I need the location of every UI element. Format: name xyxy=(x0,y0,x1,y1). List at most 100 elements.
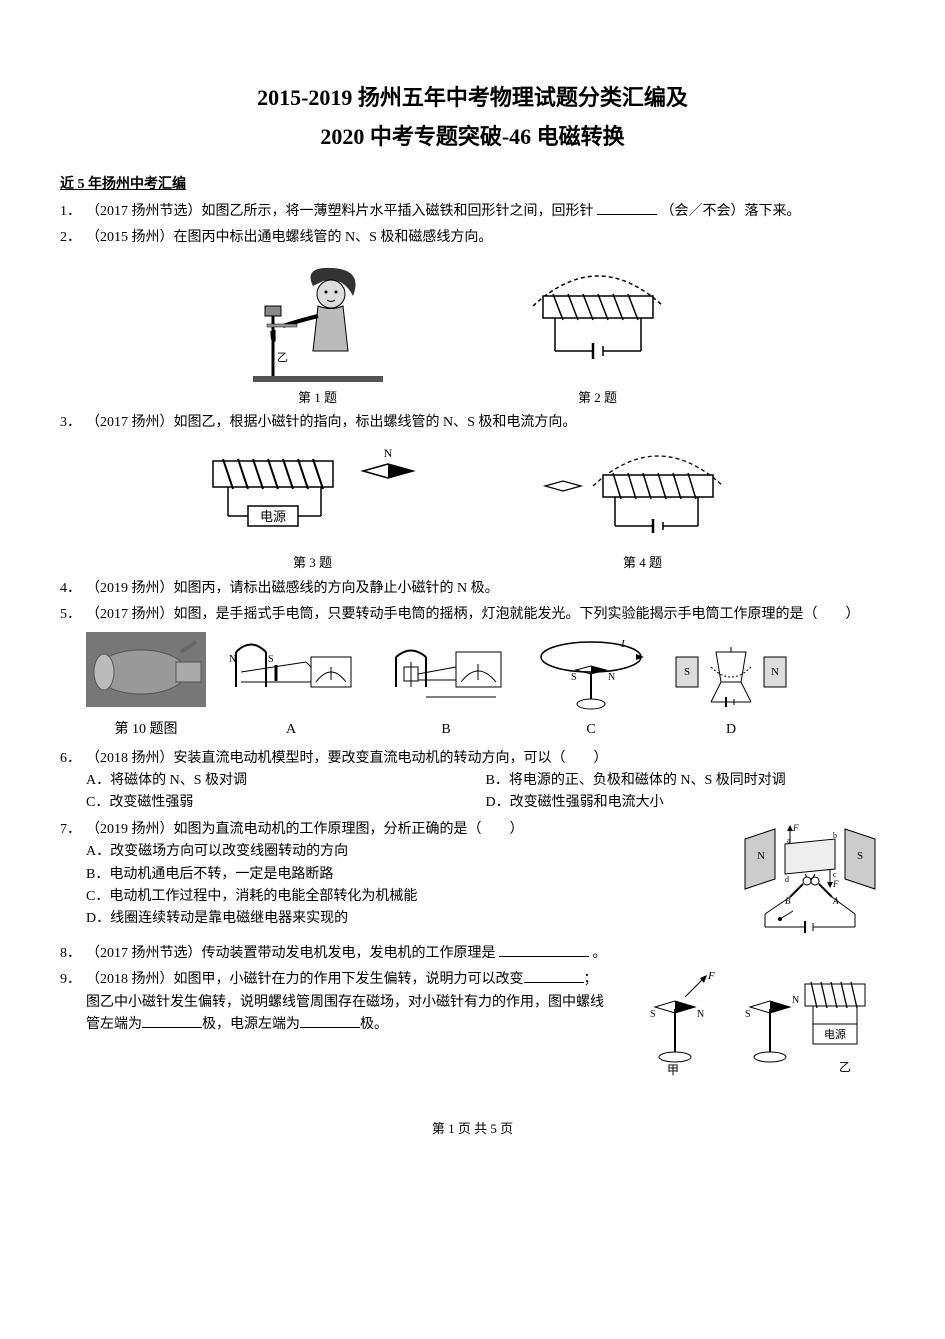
q5-stem-image: 第 10 题图 xyxy=(86,632,206,741)
q8-text-b: 。 xyxy=(593,946,607,961)
q5-stem-caption: 第 10 题图 xyxy=(115,719,178,741)
title-line-1: 2015-2019 扬州五年中考物理试题分类汇编及 xyxy=(60,80,885,115)
svg-text:c: c xyxy=(833,870,837,879)
option-letter: A xyxy=(286,719,296,741)
blank xyxy=(300,1014,360,1028)
page-footer: 第 1 页 共 5 页 xyxy=(60,1119,885,1140)
q-number: 7． xyxy=(60,819,86,841)
q-body: （2017 扬州节选）传动装置带动发电机发电，发电机的工作原理是 。 xyxy=(86,943,885,965)
svg-text:甲: 甲 xyxy=(667,1063,679,1077)
q-number: 2． xyxy=(60,227,86,249)
q-body: （2019 扬州）如图为直流电动机的工作原理图，分析正确的是（ ） A．改变磁场… xyxy=(86,819,885,939)
blank xyxy=(524,969,584,983)
option-letter: C xyxy=(586,719,595,741)
q-body: （2015 扬州）在图丙中标出通电螺线管的 N、S 极和磁感线方向。 xyxy=(86,227,885,249)
question-4: 4． （2019 扬州）如图丙，请标出磁感线的方向及静止小磁针的 N 极。 xyxy=(60,578,885,600)
question-6: 6． （2018 扬州）安装直流电动机模型时，要改变直流电动机的转动方向，可以（… xyxy=(60,748,885,815)
q7-opt-d: D．线圈连续转动是靠电磁继电器来实现的 xyxy=(86,908,725,930)
svg-text:S: S xyxy=(745,1009,751,1020)
figure-row-1-2: 乙 第 1 题 xyxy=(60,256,885,409)
q-body: （2018 扬州）如图甲，小磁针在力的作用下发生偏转，说明力可以改变；图乙中小磁… xyxy=(86,969,885,1079)
q6-opt-b: B．将电源的正、负极和磁体的 N、S 极同时对调 xyxy=(486,770,886,792)
q7-opt-c: C．电动机工作过程中，消耗的电能全部转化为机械能 xyxy=(86,886,725,908)
svg-text:N: N xyxy=(608,672,615,683)
q-body: （2019 扬州）如图丙，请标出磁感线的方向及静止小磁针的 N 极。 xyxy=(86,578,885,600)
q-number: 3． xyxy=(60,412,86,434)
q5-option-c: I S N C xyxy=(526,632,656,741)
figure-4-svg xyxy=(533,441,753,551)
figure-3-caption: 第 3 题 xyxy=(293,553,332,574)
svg-text:F: F xyxy=(792,823,799,833)
q5-option-a: N S A xyxy=(216,632,366,741)
q6-opt-a: A．将磁体的 N、S 极对调 xyxy=(86,770,486,792)
q9-text-a: （2018 扬州）如图甲，小磁针在力的作用下发生偏转，说明力可以改变 xyxy=(86,972,524,987)
q-number: 9． xyxy=(60,969,86,991)
figure-1-svg: 乙 xyxy=(243,256,393,386)
question-3: 3． （2017 扬州）如图乙，根据小磁针的指向，标出螺线管的 N、S 极和电流… xyxy=(60,412,885,434)
section-header: 近 5 年扬州中考汇编 xyxy=(60,174,885,196)
svg-text:N: N xyxy=(771,666,779,678)
question-5: 5． （2017 扬州）如图，是手摇式手电筒，只要转动手电筒的摇柄，灯泡就能发光… xyxy=(60,604,885,626)
q9-text-d: 极。 xyxy=(360,1017,388,1032)
svg-text:I: I xyxy=(620,638,626,650)
figure-1: 乙 第 1 题 xyxy=(243,256,393,409)
svg-text:N: N xyxy=(229,654,236,665)
q5-options-row: 第 10 题图 N S A B xyxy=(60,632,885,741)
q-number: 4． xyxy=(60,578,86,600)
q-number: 8． xyxy=(60,943,86,965)
q7-stem: （2019 扬州）如图为直流电动机的工作原理图，分析正确的是（ ） xyxy=(86,819,725,841)
question-8: 8． （2017 扬州节选）传动装置带动发电机发电，发电机的工作原理是 。 xyxy=(60,943,885,965)
blank xyxy=(499,943,589,957)
q-body: （2017 扬州）如图，是手摇式手电筒，只要转动手电筒的摇柄，灯泡就能发光。下列… xyxy=(86,604,885,626)
svg-text:F: F xyxy=(832,879,839,889)
title-line-2: 2020 中考专题突破-46 电磁转换 xyxy=(60,119,885,154)
figure-2-caption: 第 2 题 xyxy=(578,388,617,409)
svg-text:S: S xyxy=(650,1009,656,1020)
figure-3: 电源 N 第 3 题 xyxy=(193,441,433,574)
svg-text:乙: 乙 xyxy=(277,351,288,364)
q7-opt-b: B．电动机通电后不转，一定是电路断路 xyxy=(86,864,725,886)
svg-text:乙: 乙 xyxy=(839,1060,851,1074)
option-letter: D xyxy=(726,719,736,741)
question-7: 7． （2019 扬州）如图为直流电动机的工作原理图，分析正确的是（ ） A．改… xyxy=(60,819,885,939)
svg-text:N: N xyxy=(792,995,799,1006)
option-letter: B xyxy=(441,719,450,741)
svg-text:N: N xyxy=(697,1009,704,1020)
q8-text-a: （2017 扬州节选）传动装置带动发电机发电，发电机的工作原理是 xyxy=(86,946,496,961)
q6-opt-d: D．改变磁性强弱和电流大小 xyxy=(486,792,886,814)
svg-text:电源: 电源 xyxy=(824,1027,846,1041)
svg-text:N: N xyxy=(383,446,392,460)
q9-figures: S N F 甲 S N xyxy=(615,969,885,1079)
svg-text:S: S xyxy=(684,666,690,678)
figure-3-svg: 电源 N xyxy=(193,441,433,551)
title-block: 2015-2019 扬州五年中考物理试题分类汇编及 2020 中考专题突破-46… xyxy=(60,80,885,154)
q-body: （2018 扬州）安装直流电动机模型时，要改变直流电动机的转动方向，可以（ ） … xyxy=(86,748,885,815)
q1-text-a: （2017 扬州节选）如图乙所示，将一薄塑料片水平插入磁铁和回形针之间，回形针 xyxy=(86,204,594,219)
q6-opt-c: C．改变磁性强弱 xyxy=(86,792,486,814)
q6-stem: （2018 扬州）安装直流电动机模型时，要改变直流电动机的转动方向，可以（ ） xyxy=(86,748,885,770)
question-2: 2． （2015 扬州）在图丙中标出通电螺线管的 N、S 极和磁感线方向。 xyxy=(60,227,885,249)
svg-text:S: S xyxy=(571,672,577,683)
q-number: 6． xyxy=(60,748,86,770)
svg-text:d: d xyxy=(785,875,789,884)
question-1: 1． （2017 扬州节选）如图乙所示，将一薄塑料片水平插入磁铁和回形针之间，回… xyxy=(60,201,885,223)
figure-4-caption: 第 4 题 xyxy=(623,553,662,574)
q5-option-d: S N D xyxy=(666,632,796,741)
q1-text-b: （会／不会）落下来。 xyxy=(661,204,801,219)
figure-2: 第 2 题 xyxy=(493,256,703,409)
figure-row-3-4: 电源 N 第 3 题 xyxy=(60,441,885,574)
q7-figure: N S a b c d F F xyxy=(735,819,885,939)
svg-text:S: S xyxy=(268,654,274,665)
question-9: 9． （2018 扬州）如图甲，小磁针在力的作用下发生偏转，说明力可以改变；图乙… xyxy=(60,969,885,1079)
q-number: 1． xyxy=(60,201,86,223)
power-label: 电源 xyxy=(259,509,285,524)
figure-4: 第 4 题 xyxy=(533,441,753,574)
svg-text:F: F xyxy=(707,970,715,982)
q5-option-b: B xyxy=(376,632,516,741)
figure-2-svg xyxy=(493,256,703,386)
q7-opt-a: A．改变磁场方向可以改变线圈转动的方向 xyxy=(86,841,725,863)
q-number: 5． xyxy=(60,604,86,626)
svg-text:b: b xyxy=(833,831,837,840)
figure-1-caption: 第 1 题 xyxy=(298,388,337,409)
q-body: （2017 扬州节选）如图乙所示，将一薄塑料片水平插入磁铁和回形针之间，回形针 … xyxy=(86,201,885,223)
